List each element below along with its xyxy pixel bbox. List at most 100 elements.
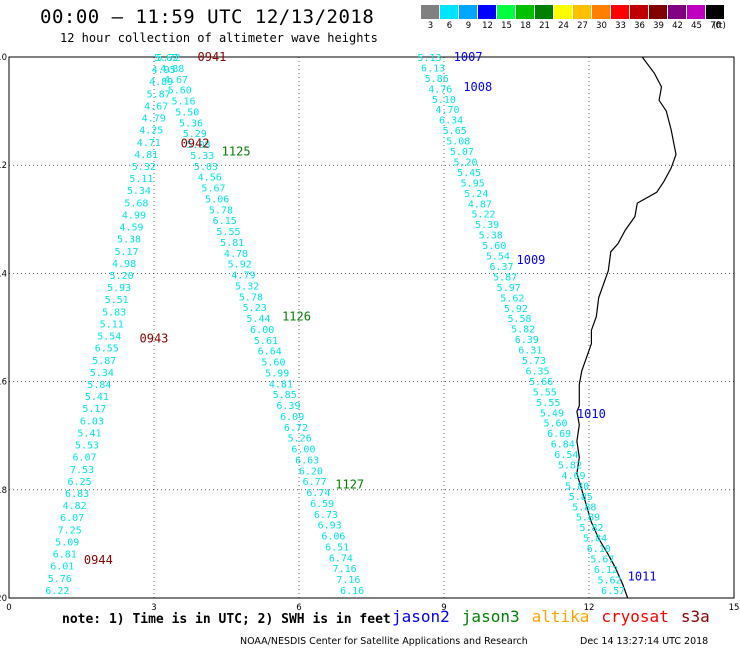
color-scale-labels: 3 6 9 12 15 18 21 24 27 30 33 36 39 42 45 70	[421, 21, 725, 31]
pass-time-label: 0944	[84, 553, 113, 567]
swh-value: 4.89	[149, 77, 173, 88]
swh-value: 4.56	[198, 173, 222, 184]
color-scale-swatch	[535, 5, 554, 19]
swh-value: 6.12	[594, 565, 618, 576]
color-scale-swatch	[478, 5, 497, 19]
y-tick-label: -18	[0, 486, 7, 496]
swh-value: 5.81	[220, 238, 244, 249]
swh-value: 5.32	[235, 281, 259, 292]
swh-value: 5.62	[500, 293, 524, 304]
swh-value: 5.92	[504, 304, 528, 315]
pass-time-label: 1011	[628, 569, 657, 583]
swh-value: 4.76	[428, 84, 452, 95]
swh-value: 4.79	[142, 114, 166, 125]
swh-value: 5.82	[580, 523, 604, 534]
swh-value: 5.20	[453, 157, 477, 168]
swh-value: 6.25	[68, 477, 92, 488]
swh-value: 7.16	[333, 564, 357, 575]
color-scale-swatch	[706, 5, 725, 19]
swh-value: 5.78	[239, 292, 263, 303]
color-scale-swatch	[668, 5, 687, 19]
swh-value: 5.08	[186, 140, 210, 151]
swh-value: 6.01	[50, 562, 74, 573]
swh-value: 5.67	[590, 555, 614, 566]
swh-value: 6.69	[547, 429, 571, 440]
swh-value: 5.60	[543, 419, 567, 430]
color-scale-label: 24	[558, 21, 569, 31]
x-tick-label: 9	[441, 603, 446, 613]
pass-time-label: 0941	[198, 50, 227, 64]
swh-value: 5.99	[265, 368, 289, 379]
swh-value: 5.65	[443, 126, 467, 137]
swh-value: 5.58	[507, 314, 531, 325]
swh-value: 5.33	[190, 151, 214, 162]
color-scale-swatch	[459, 5, 478, 19]
wave-height-map: 03691215-10-12-14-16-18-205.624.954.895.…	[0, 50, 739, 613]
swh-value: 5.44	[246, 314, 270, 325]
swh-value: 4.98	[112, 259, 136, 270]
swh-value: 5.85	[569, 492, 593, 503]
swh-value: 5.23	[243, 303, 267, 314]
swh-value: 5.45	[457, 168, 481, 179]
swh-value: 6.57	[601, 586, 625, 597]
x-tick-label: 6	[296, 603, 301, 613]
swh-value: 5.13	[417, 53, 441, 64]
swh-value: 6.07	[60, 513, 84, 524]
swh-value: 6.09	[280, 412, 304, 423]
pass-time-label: 1126	[282, 310, 311, 324]
pass-time-label: 0943	[140, 331, 169, 345]
x-tick-label: 12	[584, 603, 595, 613]
legend-item-jason3: jason3	[461, 607, 520, 626]
swh-value: 5.66	[529, 377, 553, 388]
swh-value: 5.53	[75, 441, 99, 452]
swh-value: 5.83	[102, 307, 126, 318]
swh-value: 6.54	[554, 450, 578, 461]
color-scale-swatch	[421, 5, 440, 19]
x-tick-label: 3	[151, 603, 156, 613]
swh-value: 5.62	[598, 575, 622, 586]
swh-value: 5.11	[100, 319, 124, 330]
color-scale-label: 12	[482, 21, 493, 31]
swh-value: 5.55	[536, 398, 560, 409]
swh-value: 6.63	[295, 455, 319, 466]
swh-value: 4.82	[63, 501, 87, 512]
color-scale-label: 70	[710, 21, 721, 31]
swh-value: 6.07	[72, 453, 96, 464]
swh-value: 6.00	[250, 325, 274, 336]
pass-time-label: 1007	[454, 50, 483, 64]
swh-value: 4.88	[160, 64, 184, 75]
coastline	[576, 56, 677, 599]
swh-value: 6.22	[45, 586, 69, 597]
swh-value: 4.67	[164, 75, 188, 86]
x-tick-label: 15	[729, 603, 740, 613]
color-scale-swatch	[630, 5, 649, 19]
swh-value: 5.41	[77, 428, 101, 439]
pass-time-label: 1008	[463, 80, 492, 94]
swh-value: 6.20	[299, 466, 323, 477]
swh-value: 5.06	[205, 194, 229, 205]
color-scale-label: 36	[634, 21, 645, 31]
swh-value: 4.69	[562, 471, 586, 482]
swh-value: 6.35	[525, 366, 549, 377]
page-title: 00:00 – 11:59 UTC 12/13/2018	[40, 6, 375, 28]
swh-value: 6.39	[515, 335, 539, 346]
color-scale-label: 6	[446, 21, 453, 31]
swh-value: 6.93	[318, 521, 342, 532]
swh-value: 5.10	[432, 95, 456, 106]
swh-value: 5.60	[261, 358, 285, 369]
swh-value: 4.71	[137, 138, 161, 149]
swh-value: 6.51	[325, 542, 349, 553]
mission-legend: jason2 jason3 altika cryosat s3a	[392, 607, 722, 626]
swh-value: 4.67	[144, 101, 168, 112]
color-scale-label: 3	[427, 21, 434, 31]
y-tick-label: -10	[0, 53, 7, 63]
color-scale-swatch	[497, 5, 516, 19]
pass-time-label: 1125	[222, 145, 251, 159]
swh-value: 6.00	[291, 445, 315, 456]
swh-value: 5.62	[154, 53, 178, 64]
map-frame	[8, 56, 735, 599]
swh-value: 6.55	[95, 344, 119, 355]
swh-value: 6.72	[284, 423, 308, 434]
swh-value: 7.25	[58, 525, 82, 536]
swh-value: 5.61	[254, 336, 278, 347]
